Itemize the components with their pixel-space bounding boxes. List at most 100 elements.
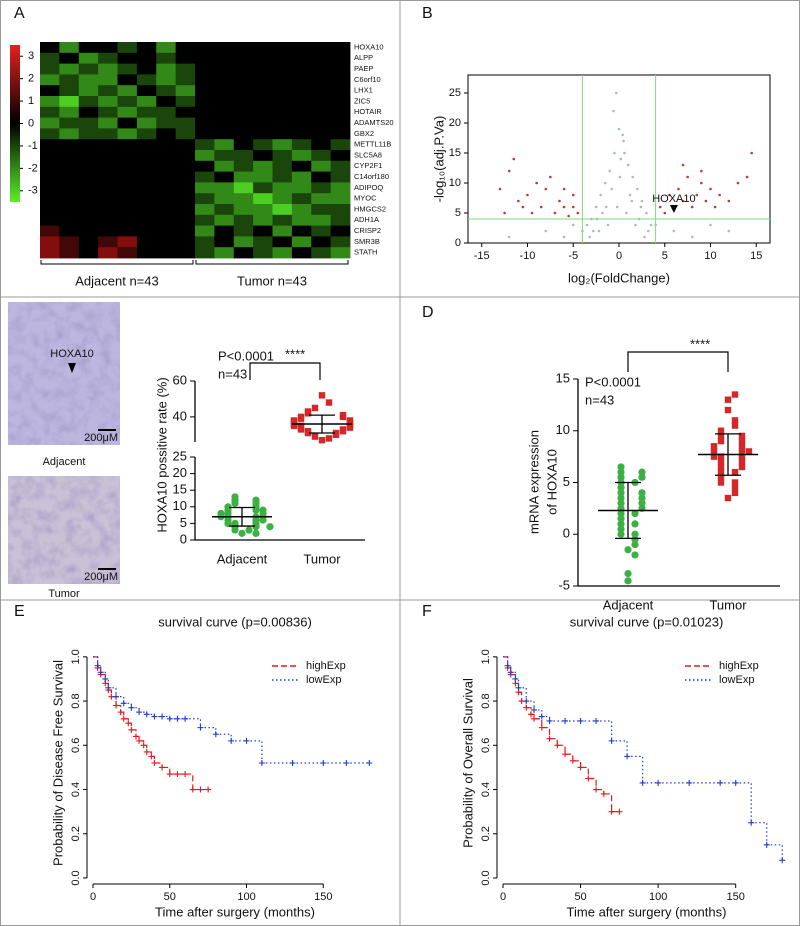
data-point [624, 546, 632, 554]
point [576, 211, 580, 215]
heatmap-cell [291, 42, 312, 54]
heatmap-cell [253, 225, 273, 237]
heatmap-cell [117, 42, 138, 54]
y-tick-label: 0.2 [70, 826, 82, 841]
censor-mark [717, 779, 724, 786]
heatmap-cell [195, 214, 215, 226]
heatmap-cell [136, 128, 157, 140]
data-point [311, 433, 319, 440]
heatmap-cell [214, 85, 235, 97]
heatmap-cell [253, 171, 273, 183]
point [630, 199, 634, 203]
heatmap-cell [156, 96, 177, 108]
gene-label: HOXA10 [354, 42, 384, 51]
sample-size: n=43 [585, 392, 614, 407]
chart-title: survival curve (p=0.00836) [158, 614, 312, 629]
heatmap-cell [156, 42, 177, 54]
heatmap-cell [195, 74, 215, 86]
y-tick-label: 0 [180, 531, 187, 546]
survival-step [246, 740, 263, 763]
p-value: P<0.0001 [218, 348, 274, 363]
y-axis-label: Probability of Overall Survival [460, 678, 475, 848]
gene-label: METTL11B [354, 140, 391, 149]
data-point [731, 479, 739, 486]
heatmap-cell [330, 214, 351, 226]
y-tick-label: 1.0 [480, 649, 492, 664]
data-point [266, 523, 274, 531]
heatmap-cell [117, 247, 138, 259]
heatmap-cell [98, 128, 118, 140]
heatmap-cell [311, 139, 332, 151]
heatmap-cell [195, 128, 215, 140]
y-tick-label: 40 [173, 408, 187, 423]
heatmap-cell [214, 193, 235, 205]
heatmap-cell [40, 128, 60, 140]
point [619, 157, 623, 161]
heatmap-cell [272, 204, 293, 216]
heatmap-cell [98, 247, 118, 259]
data-point [325, 435, 333, 442]
censor-mark [616, 808, 623, 815]
heatmap-cell [195, 85, 215, 97]
data-point [318, 437, 326, 444]
heatmap-cell [59, 150, 80, 162]
heatmap-cell [117, 225, 138, 237]
data-point [717, 463, 725, 471]
data-point [617, 499, 625, 507]
legend-label: highExp [719, 660, 759, 672]
image-marker: HOXA10 [50, 348, 93, 360]
heatmap-cell [330, 74, 351, 86]
heatmap-cell [156, 106, 177, 118]
point [544, 229, 548, 233]
point [639, 205, 643, 209]
group-label: Tumor n=43 [237, 273, 307, 288]
heatmap-cell [59, 128, 80, 140]
heatmap-cell [40, 42, 60, 54]
y-tick-label: 15 [173, 482, 187, 497]
heatmap-cell [59, 225, 80, 237]
data-point [731, 422, 739, 429]
data-point [710, 453, 718, 460]
point [539, 205, 543, 209]
x-tick-label: 100 [237, 891, 255, 903]
data-point [731, 484, 739, 491]
heatmap-cell [78, 236, 99, 248]
point [553, 211, 557, 215]
heatmap-cell [78, 139, 99, 151]
survival-step [120, 711, 125, 719]
point [727, 229, 731, 233]
heatmap-cell [214, 128, 235, 140]
survival-step [503, 656, 509, 668]
heatmap-cell [311, 182, 332, 194]
censor-mark [531, 706, 538, 713]
heatmap-cell [98, 106, 118, 118]
point [618, 175, 622, 179]
survival-step [507, 665, 512, 673]
point [526, 193, 529, 197]
heatmap-cell [156, 204, 177, 216]
heatmap-cell [253, 42, 273, 54]
y-tick-label: 10 [449, 177, 461, 189]
heatmap-cell [98, 74, 118, 86]
heatmap-cell [175, 150, 196, 162]
x-axis-label: log₂(FoldChange) [568, 270, 670, 285]
heatmap-cell [98, 139, 118, 151]
survival-step [111, 696, 117, 706]
heatmap-cell [175, 52, 196, 64]
survival-step [549, 738, 558, 746]
gene-label: SLC5A8 [354, 150, 382, 159]
point [700, 181, 703, 185]
survival-step [611, 740, 628, 757]
x-tick-label: 50 [164, 891, 176, 903]
point [594, 205, 598, 209]
heatmap-cell [98, 236, 118, 248]
point [677, 187, 680, 191]
x-axis-label: Time after surgery (months) [567, 904, 727, 919]
colorbar-label: 3 [28, 50, 34, 62]
point [622, 139, 625, 143]
x-tick-label: 0 [500, 891, 506, 903]
data-point [710, 443, 718, 450]
heatmap-cell [195, 236, 215, 248]
y-axis-label: Probability of Disease Free Survival [50, 660, 65, 866]
y-axis-label: of HOXA10 [544, 449, 559, 515]
